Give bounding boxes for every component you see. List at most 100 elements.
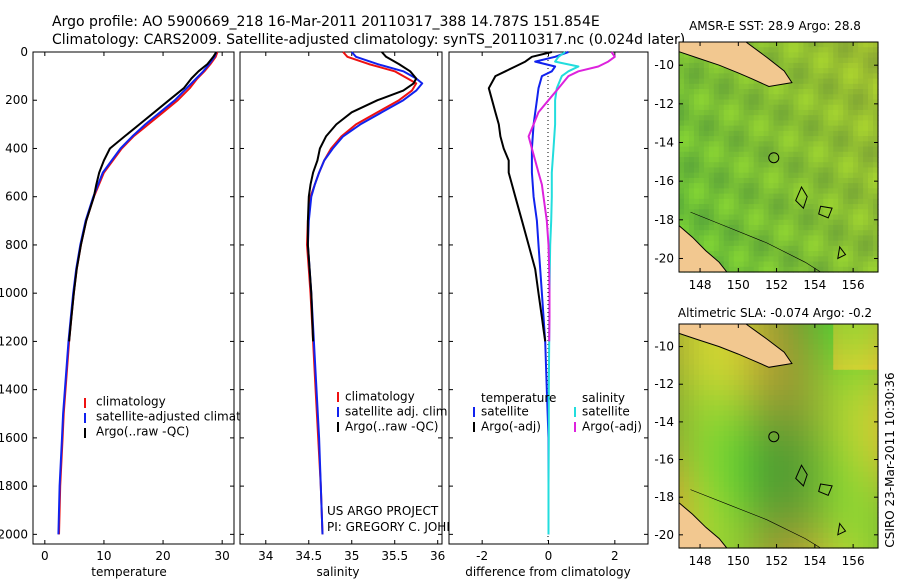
map-cell: [793, 120, 799, 127]
map-cell: [868, 151, 874, 158]
map-cell: [838, 532, 844, 539]
map-cell: [698, 172, 705, 179]
map-cell: [843, 62, 849, 69]
legend-label-climatology: climatology: [96, 395, 166, 409]
map-cell: [803, 62, 809, 69]
map-cell: [763, 451, 770, 457]
map-cell: [868, 214, 874, 221]
map-cell: [693, 188, 700, 195]
map-cell: [863, 410, 869, 417]
map-cell: [683, 115, 690, 122]
map-cell: [863, 256, 869, 263]
map-cell: [833, 141, 839, 148]
map-cell: [708, 235, 715, 242]
map-cell: [713, 527, 720, 534]
map-cell: [828, 83, 834, 90]
map-cell: [679, 209, 685, 216]
map-cell: [778, 125, 785, 132]
map-cell: [728, 380, 735, 386]
map-cell: [788, 441, 795, 447]
map-cell: [698, 512, 705, 519]
map-cell: [838, 334, 844, 340]
sla-map-title: Altimetric SLA: -0.074 Argo: -0.2: [678, 306, 872, 320]
map-cell: [768, 151, 775, 158]
map-cell: [803, 344, 809, 351]
map-cell: [798, 537, 804, 544]
map-cell: [858, 261, 864, 268]
map-cell: [813, 349, 819, 356]
map-cell: [723, 385, 730, 391]
map-cell: [858, 224, 864, 231]
map-cell: [783, 436, 790, 442]
map-cell: [768, 120, 775, 127]
map-cell: [793, 471, 799, 478]
map-cell: [733, 245, 740, 252]
map-cell: [698, 364, 705, 371]
map-cell: [833, 235, 839, 242]
map-cell: [833, 224, 839, 231]
map-cell: [778, 266, 785, 273]
map-cell: [698, 188, 705, 195]
map-cell: [783, 146, 790, 153]
map-cell: [868, 73, 874, 80]
map-cell: [848, 410, 854, 417]
map-cell: [863, 204, 869, 210]
map-cell: [768, 400, 775, 407]
map-cell: [828, 476, 834, 483]
map-cell: [843, 527, 849, 534]
map-cell: [848, 369, 854, 376]
map-cell: [783, 115, 790, 122]
map-cell: [703, 151, 710, 158]
map-cell: [743, 99, 750, 106]
map-cell: [683, 400, 690, 407]
map-cell: [758, 364, 765, 371]
map-cell: [738, 410, 745, 417]
map-cell: [848, 198, 854, 205]
map-cell: [828, 146, 834, 153]
map-cell: [848, 235, 854, 242]
map-cell: [838, 456, 844, 463]
map-cell: [828, 369, 834, 376]
map-cell: [843, 89, 849, 95]
map-cell: [778, 527, 785, 534]
map-cell: [818, 256, 824, 263]
map-cell: [703, 476, 710, 483]
map-cell: [753, 405, 760, 412]
map-cell: [833, 436, 839, 442]
map-cell: [753, 245, 760, 252]
map-cell: [843, 94, 849, 101]
map-cell: [828, 94, 834, 101]
map-cell: [868, 125, 874, 132]
map-cell: [688, 62, 695, 69]
map-cell: [708, 177, 715, 184]
map-cell: [753, 461, 760, 468]
map-cell: [783, 497, 790, 503]
map-cell: [848, 364, 854, 371]
map-cell: [858, 461, 864, 468]
map-cell: [788, 109, 795, 116]
map-cell: [768, 324, 775, 330]
map-cell: [868, 94, 874, 101]
map-cell: [683, 369, 690, 376]
map-cell: [843, 47, 849, 54]
map-cell: [713, 230, 720, 237]
map-cell: [778, 385, 785, 391]
map-cell: [708, 141, 715, 148]
map-cell: [788, 141, 795, 148]
map-cell: [828, 390, 834, 396]
map-cell: [858, 456, 864, 463]
map-cell: [718, 136, 725, 142]
map-cell: [853, 78, 859, 85]
map-cell: [808, 57, 814, 64]
map-cell: [828, 120, 834, 127]
map-cell: [828, 436, 834, 442]
map-cell: [823, 486, 829, 493]
map-cell: [818, 385, 824, 391]
map-cell: [703, 466, 710, 473]
map-cell: [708, 157, 715, 163]
map-cell: [773, 502, 780, 508]
map-cell: [868, 486, 874, 493]
map-cell: [738, 400, 745, 407]
map-cell: [808, 204, 814, 210]
map-cell: [723, 219, 730, 226]
